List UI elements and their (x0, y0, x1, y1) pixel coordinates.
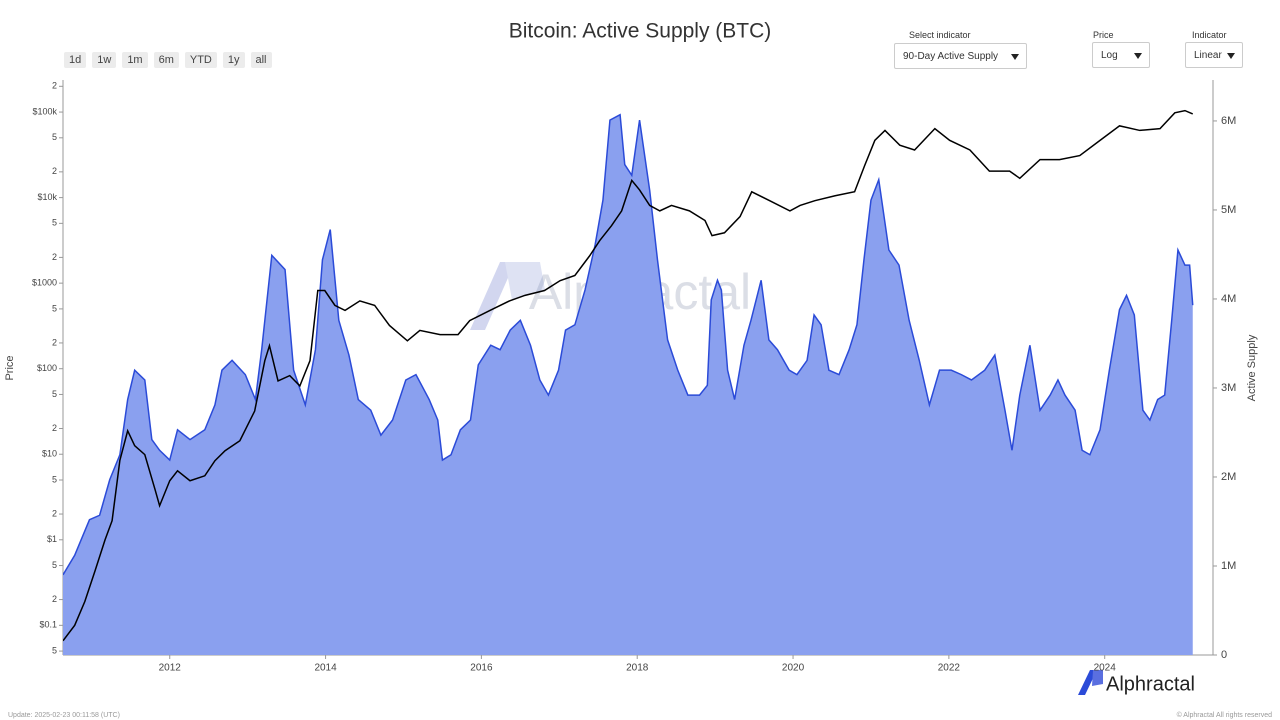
chart-title: Bitcoin: Active Supply (BTC) (509, 20, 772, 43)
y2-tick-label: 3M (1221, 382, 1236, 394)
y-tick-label: 2 (52, 252, 57, 262)
x-tick-label: 2018 (626, 663, 649, 674)
y2-tick-label: 6M (1221, 115, 1236, 127)
y-tick-label: $10k (37, 192, 57, 202)
brand: Alphractal (1106, 673, 1195, 695)
x-tick-label: 2020 (782, 663, 805, 674)
y-tick-label: $0.1 (39, 620, 57, 630)
area-line (63, 113, 1194, 576)
y-tick-label: 2 (52, 166, 57, 176)
range-button[interactable]: 1y (222, 52, 245, 68)
plot-area (63, 109, 1194, 655)
range-button[interactable]: 6m (153, 52, 179, 68)
indicator-label: Select indicator (909, 30, 971, 40)
y-axis-title: Price (4, 355, 16, 380)
y-tick-label: 2 (52, 337, 57, 347)
indicator-scale-label: Indicator (1192, 30, 1227, 40)
y-tick-label: 5 (52, 645, 57, 655)
area (63, 114, 1193, 655)
y-tick-label: 2 (52, 423, 57, 433)
y2-tick-label: 0 (1221, 649, 1227, 661)
y-tick-label: $100 (37, 363, 57, 373)
y-tick-label: 5 (52, 389, 57, 399)
y2-tick-label: 2M (1221, 471, 1236, 483)
price-scale-select[interactable]: Log (1092, 42, 1150, 68)
range-button[interactable]: 1d (64, 52, 87, 68)
range-button[interactable]: all (250, 52, 272, 68)
y-tick-label: 5 (52, 303, 57, 313)
y-tick-label: $10 (42, 449, 57, 459)
y2-tick-label: 4M (1221, 293, 1236, 305)
y-tick-label: 2 (52, 81, 57, 91)
x-tick-label: 2024 (1094, 663, 1117, 674)
indicator-scale-select[interactable]: Linear (1185, 42, 1243, 68)
price-line (63, 109, 1194, 642)
x-tick-label: 2022 (938, 663, 961, 674)
range-button[interactable]: 1m (122, 52, 148, 68)
y-tick-label: 5 (52, 474, 57, 484)
y-tick-label: $100k (32, 106, 57, 116)
y-tick-label: 5 (52, 132, 57, 142)
y-tick-label: 5 (52, 218, 57, 228)
y2-tick-label: 1M (1221, 560, 1236, 572)
y2-axis-title: Active Supply (1246, 334, 1258, 401)
y-tick-label: 5 (52, 560, 57, 570)
x-tick-label: 2014 (314, 663, 337, 674)
x-tick-label: 2012 (159, 663, 182, 674)
y-tick-label: $1000 (32, 278, 57, 288)
range-button[interactable]: YTD (184, 52, 217, 68)
y2-tick-label: 5M (1221, 204, 1236, 216)
brand-logo (1078, 670, 1103, 695)
watermark-logo (470, 262, 545, 330)
range-button[interactable]: 1w (92, 52, 117, 68)
copyright: © Alphractal All rights reserved (1176, 712, 1272, 719)
price-scale-label: Price (1093, 30, 1114, 40)
y-tick-label: $1 (47, 534, 57, 544)
x-tick-label: 2016 (470, 663, 493, 674)
y-tick-label: 2 (52, 508, 57, 518)
indicator-select[interactable]: 90-Day Active Supply (894, 43, 1027, 69)
y-tick-label: 2 (52, 594, 57, 604)
update-time: Update: 2025-02-23 00:11:58 (UTC) (8, 712, 120, 719)
